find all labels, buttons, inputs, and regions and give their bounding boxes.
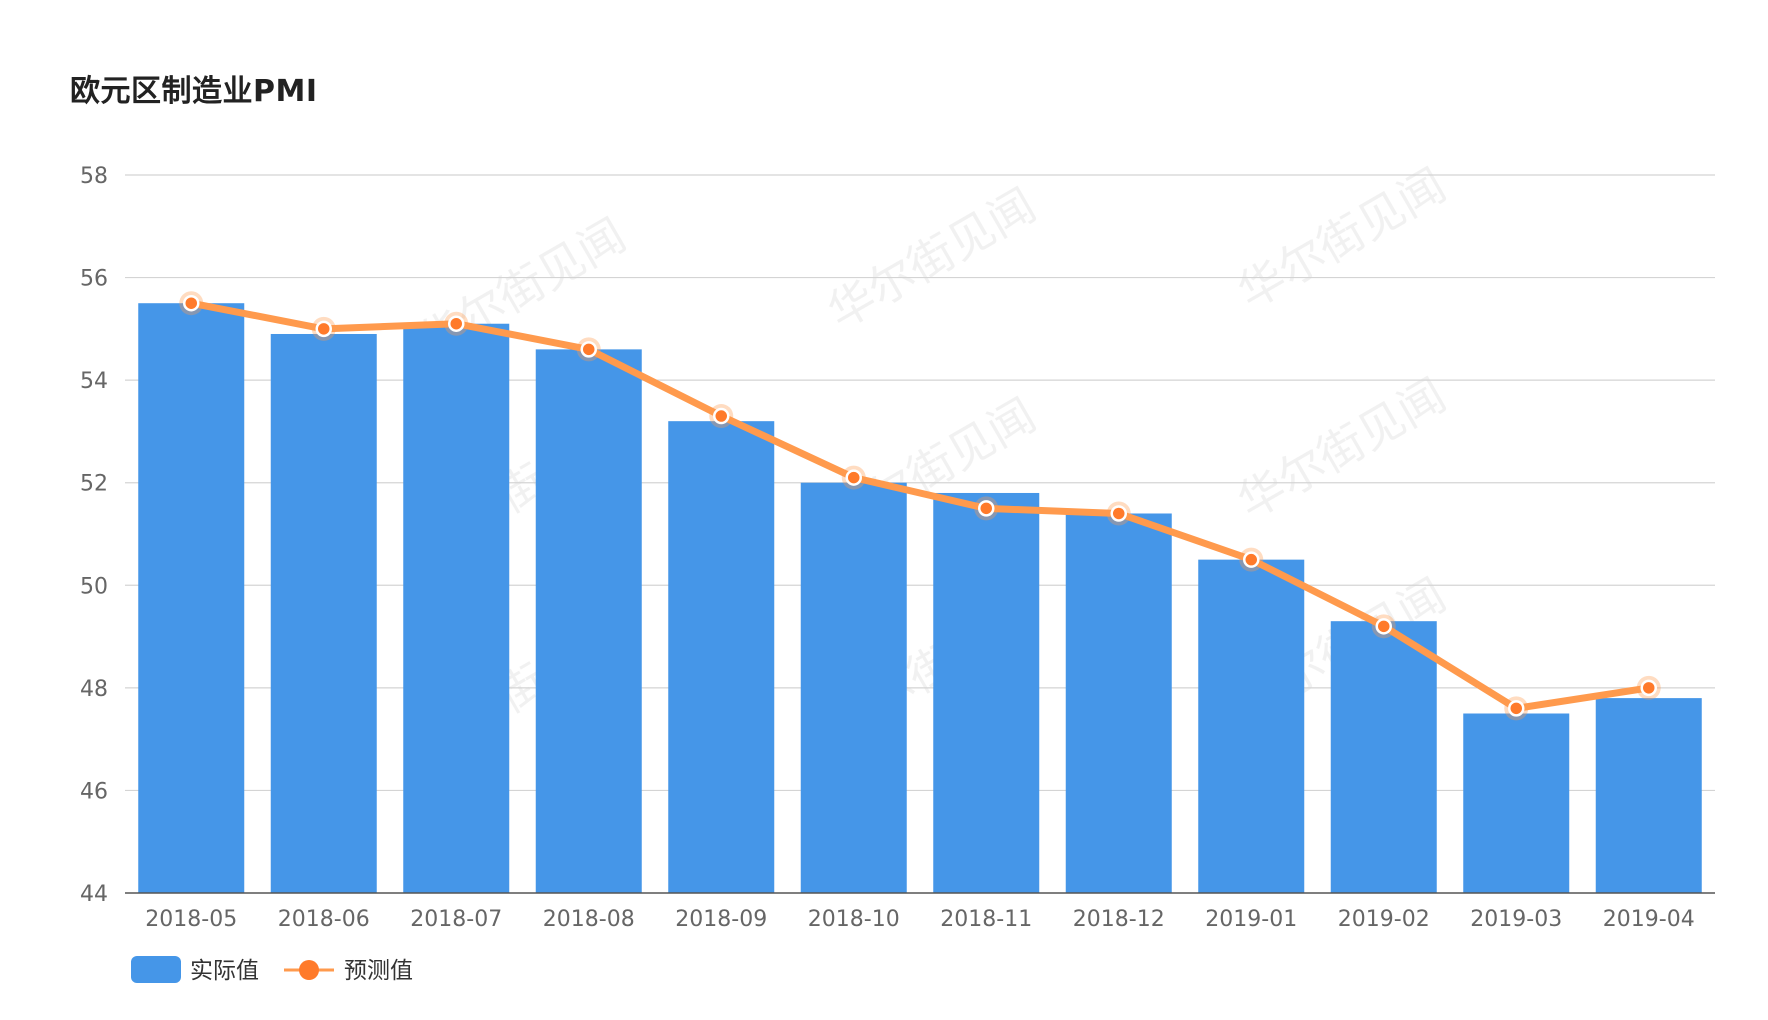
grid-lines (125, 174, 1715, 792)
x-tick-label: 2018-05 (145, 907, 237, 932)
data-point (448, 315, 465, 332)
data-point (315, 320, 332, 338)
bar (800, 482, 907, 893)
bar (1065, 513, 1172, 893)
watermark-text: 华尔街见闻 (1229, 158, 1455, 320)
data-point (1375, 618, 1392, 635)
x-tick-label: 2019-03 (1470, 907, 1562, 932)
y-tick-label: 54 (80, 369, 108, 394)
chart-title: 欧元区制造业PMI (70, 74, 318, 109)
x-tick-label: 2019-04 (1603, 907, 1695, 932)
legend-swatch-point (299, 960, 319, 980)
bar (270, 333, 377, 893)
bar (138, 303, 245, 893)
bar (1463, 713, 1570, 893)
y-tick-label: 52 (80, 472, 108, 497)
x-tick-label: 2018-10 (808, 907, 900, 932)
forecast-line (187, 299, 1653, 712)
legend-label: 实际值 (190, 958, 259, 984)
x-tick-label: 2019-02 (1338, 907, 1430, 932)
bar (403, 323, 510, 893)
data-point (978, 500, 995, 517)
watermark-text: 华尔街见闻 (1229, 368, 1455, 530)
data-point (183, 294, 200, 312)
data-point (1243, 551, 1260, 568)
y-tick-label: 46 (80, 779, 108, 804)
bar (1330, 621, 1437, 893)
line-series (179, 291, 1661, 721)
data-point (580, 341, 597, 358)
y-tick-label: 58 (80, 164, 108, 189)
bar-series (138, 303, 1702, 893)
legend-swatch-bar (131, 956, 181, 983)
watermark-text: 华尔街见闻 (819, 178, 1045, 340)
bar (1198, 559, 1305, 893)
legend: 实际值 预测值 (131, 956, 413, 984)
x-tick-label: 2018-12 (1073, 907, 1165, 932)
x-tick-label: 2018-09 (675, 907, 767, 932)
x-tick-label: 2018-11 (940, 907, 1032, 932)
data-point (1640, 679, 1657, 697)
bar (535, 349, 642, 893)
data-point (1110, 505, 1127, 522)
data-point (1508, 700, 1525, 717)
x-tick-label: 2018-07 (410, 907, 502, 932)
y-tick-label: 50 (80, 574, 108, 599)
y-tick-label: 44 (80, 882, 108, 907)
y-axis: 44 46 48 50 52 54 56 58 (80, 164, 108, 907)
x-tick-label: 2019-01 (1205, 907, 1297, 932)
data-point (713, 407, 730, 425)
bar (1595, 698, 1702, 893)
y-tick-label: 48 (80, 677, 108, 702)
bar (668, 421, 775, 893)
x-tick-label: 2018-06 (278, 907, 370, 932)
y-tick-label: 56 (80, 267, 108, 292)
x-tick-label: 2018-08 (543, 907, 635, 932)
legend-label: 预测值 (344, 958, 413, 984)
bar (933, 492, 1040, 893)
data-point (845, 469, 862, 486)
x-axis: 2018-05 2018-06 2018-07 2018-08 2018-09 2018-… (125, 892, 1715, 932)
